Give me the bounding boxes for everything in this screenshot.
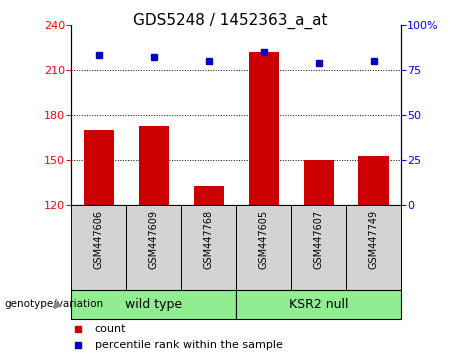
Bar: [194, 186, 224, 205]
Text: GSM447609: GSM447609: [149, 210, 159, 269]
Text: GDS5248 / 1452363_a_at: GDS5248 / 1452363_a_at: [133, 12, 328, 29]
Bar: [359, 156, 389, 205]
Bar: [84, 130, 114, 205]
Bar: [181, 205, 236, 290]
Bar: [71, 205, 126, 290]
Bar: [236, 290, 401, 319]
Bar: [291, 205, 346, 290]
Bar: [71, 290, 236, 319]
Text: count: count: [95, 324, 126, 334]
Bar: [236, 205, 291, 290]
Text: percentile rank within the sample: percentile rank within the sample: [95, 340, 283, 350]
Text: GSM447605: GSM447605: [259, 210, 269, 269]
Bar: [139, 126, 169, 205]
Text: GSM447768: GSM447768: [204, 210, 214, 269]
Text: ▶: ▶: [54, 299, 62, 309]
Bar: [248, 52, 279, 205]
Bar: [346, 205, 401, 290]
Text: genotype/variation: genotype/variation: [5, 299, 104, 309]
Bar: [303, 160, 334, 205]
Text: wild type: wild type: [125, 298, 183, 311]
Text: GSM447607: GSM447607: [313, 210, 324, 269]
Bar: [126, 205, 181, 290]
Text: GSM447606: GSM447606: [94, 210, 104, 269]
Text: GSM447749: GSM447749: [369, 210, 378, 269]
Text: KSR2 null: KSR2 null: [289, 298, 349, 311]
